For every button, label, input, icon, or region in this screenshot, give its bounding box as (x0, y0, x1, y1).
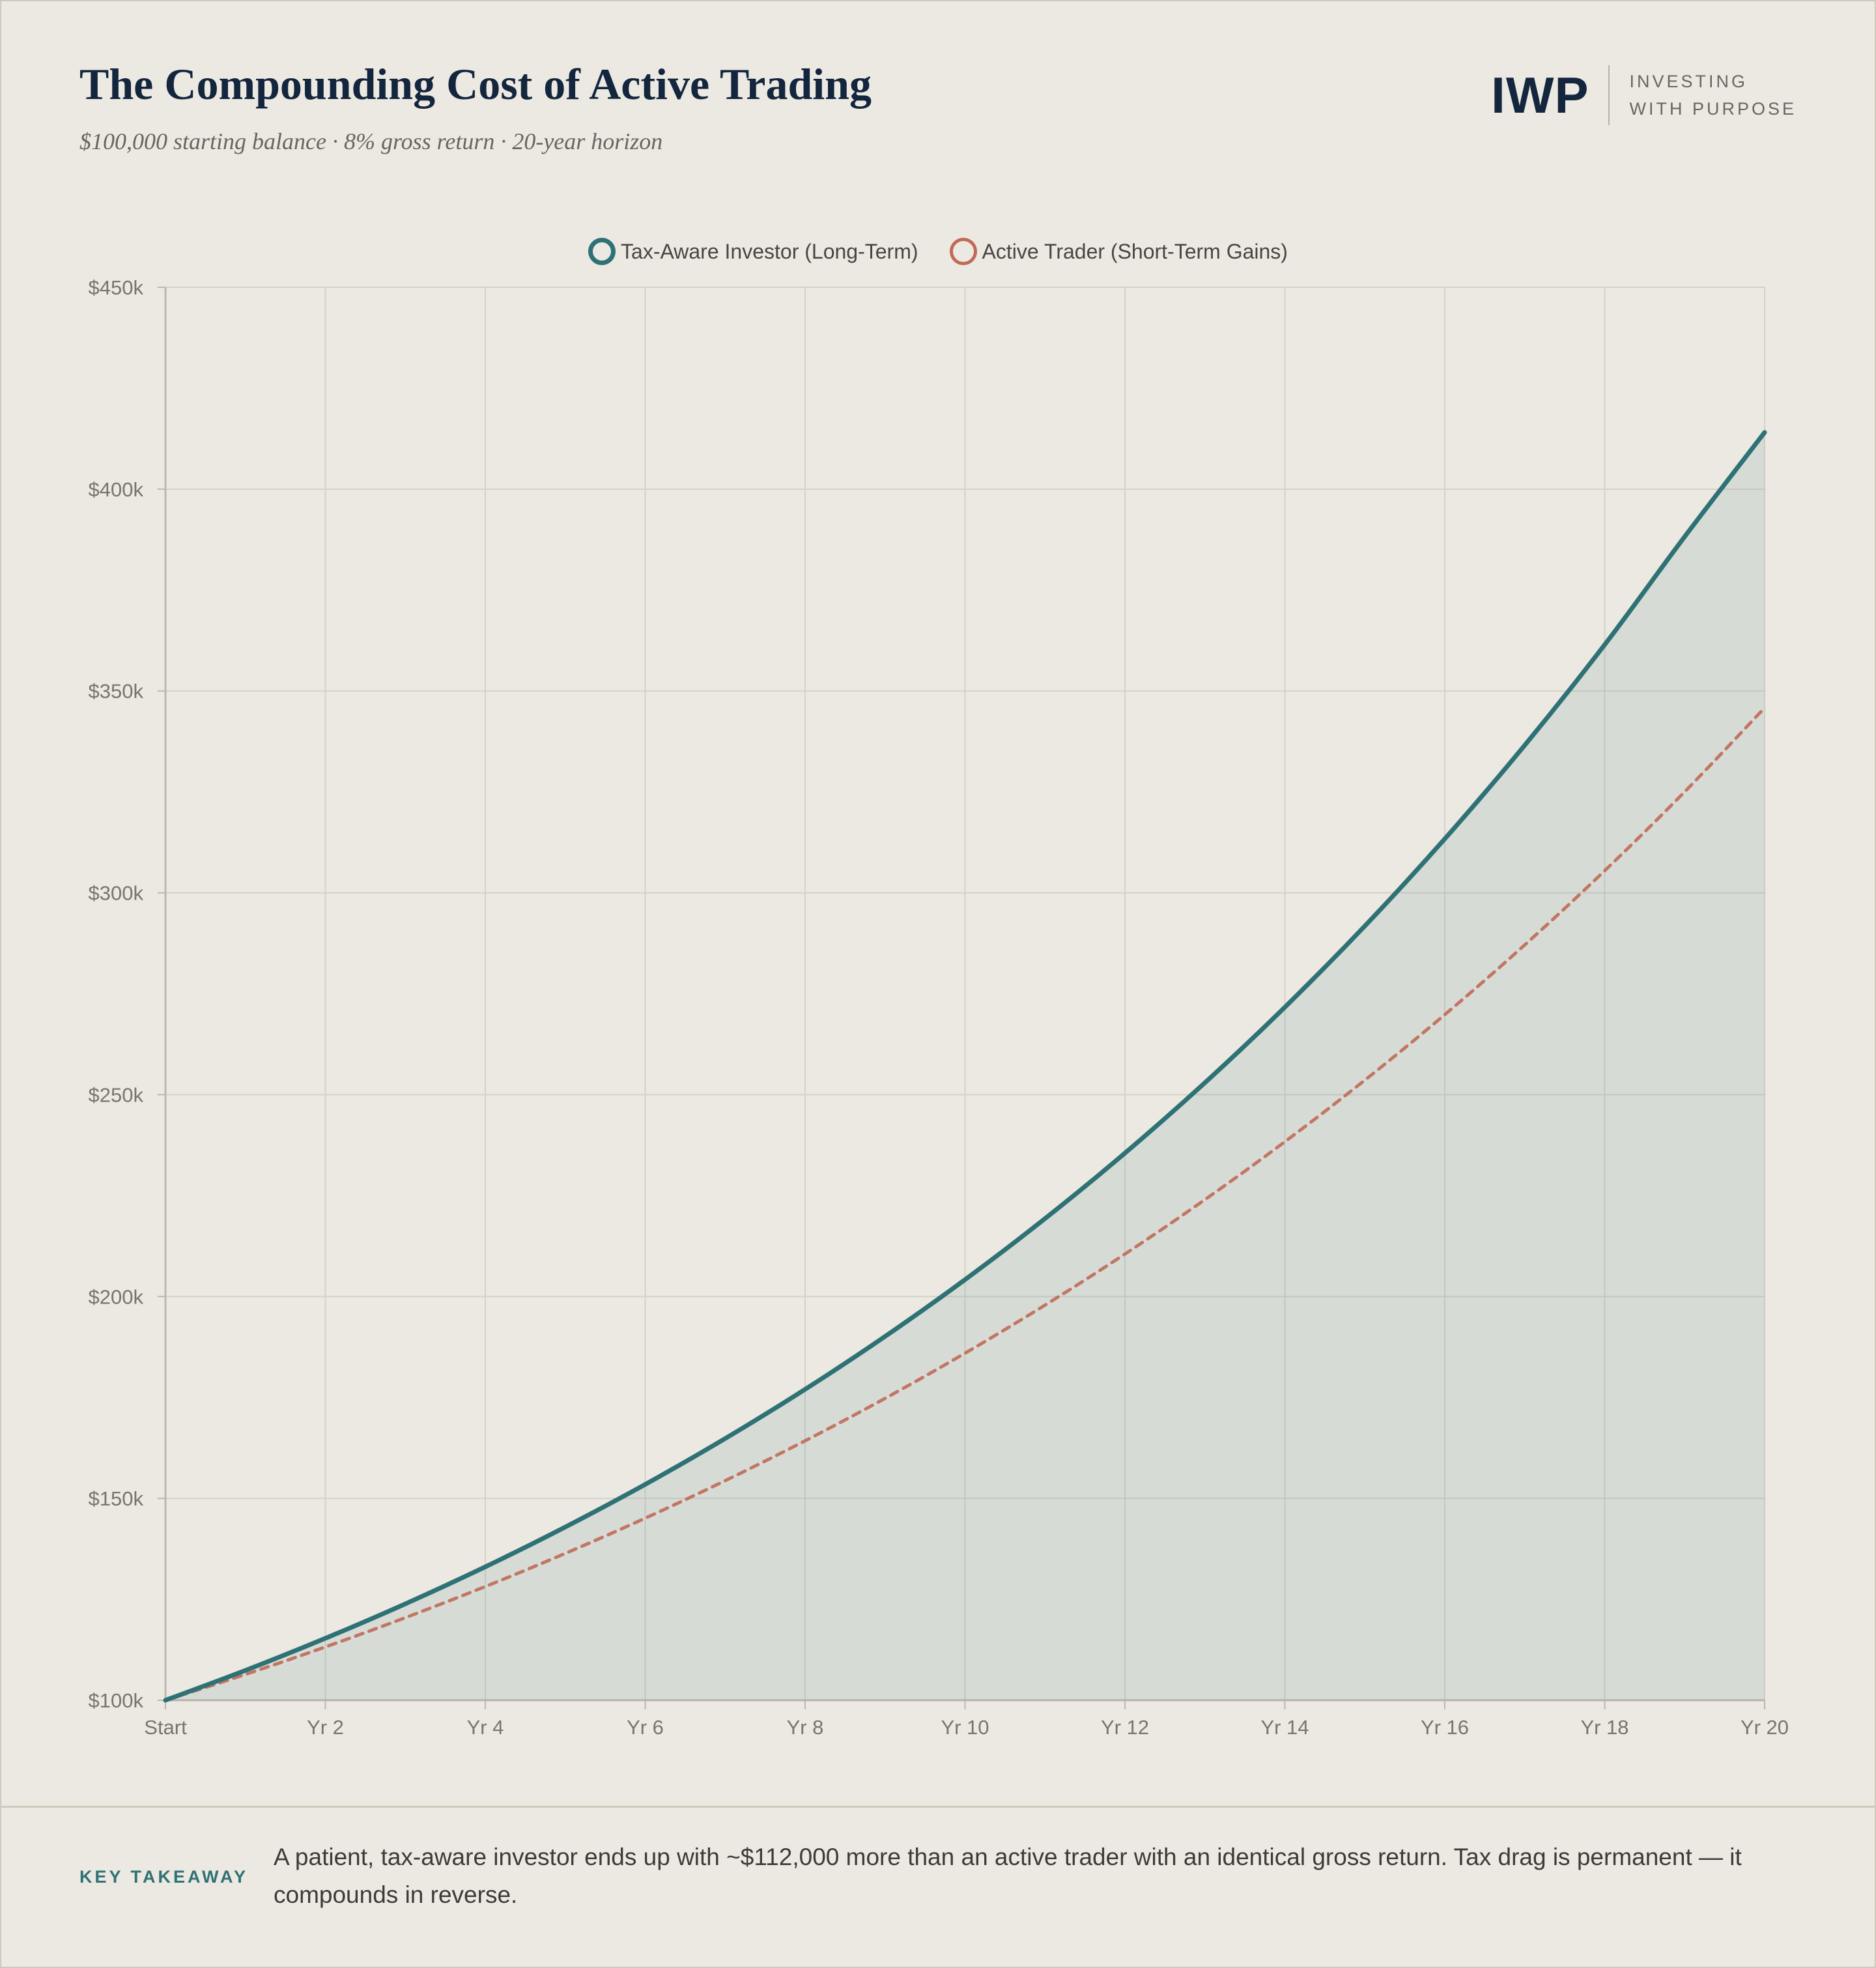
brand-logo: IWP INVESTING WITH PURPOSE (1491, 65, 1797, 125)
x-tick-label: Yr 6 (627, 1716, 664, 1739)
y-tick-label: $400k (89, 478, 144, 501)
line-chart: $100k $150k $200k $250k $300k $350k $400k $450k… (89, 276, 1789, 1739)
chart-legend: Tax-Aware Investor (Long-Term) Active Tr… (0, 238, 1876, 265)
brand-tagline-line2: WITH PURPOSE (1629, 99, 1797, 119)
footer-divider (0, 1806, 1876, 1808)
brand-divider (1608, 65, 1610, 125)
y-tick-label: $200k (89, 1285, 144, 1308)
x-tick-label: Yr 14 (1260, 1716, 1309, 1739)
x-tick-label: Start (144, 1716, 187, 1739)
y-tick-label: $100k (89, 1689, 144, 1712)
series-line-0 (163, 430, 1767, 1703)
legend-label-tax-aware: Tax-Aware Investor (Long-Term) (621, 239, 918, 263)
y-tick-label: $150k (89, 1487, 144, 1510)
legend-item-tax-aware: Tax-Aware Investor (Long-Term) (588, 238, 918, 265)
x-tick-label: Yr 2 (307, 1716, 344, 1739)
series-line-1 (163, 706, 1767, 1702)
x-tick-label: Yr 20 (1741, 1716, 1789, 1739)
brand-tagline: INVESTING WITH PURPOSE (1629, 68, 1797, 122)
y-tick-label: $250k (89, 1083, 144, 1106)
y-tick-label: $450k (89, 276, 144, 299)
page-title: The Compounding Cost of Active Trading (79, 59, 872, 109)
brand-tagline-line1: INVESTING (1629, 72, 1748, 91)
key-takeaway-label: KEY TAKEAWAY (79, 1867, 249, 1887)
chart-subtitle: $100,000 starting balance · 8% gross ret… (79, 128, 663, 154)
key-takeaway-text: A patient, tax-aware investor ends up wi… (274, 1844, 1742, 1908)
x-tick-label: Yr 4 (467, 1716, 504, 1739)
y-tick-label: $300k (89, 882, 144, 905)
brand-mark: IWP (1491, 66, 1589, 124)
legend-swatch-active-trader-icon (949, 238, 977, 265)
legend-label-active-trader: Active Trader (Short-Term Gains) (982, 239, 1288, 263)
x-tick-label: Yr 18 (1580, 1716, 1628, 1739)
x-tick-label: Yr 8 (787, 1716, 824, 1739)
x-tick-label: Yr 16 (1421, 1716, 1469, 1739)
y-tick-label: $350k (89, 680, 144, 703)
legend-swatch-tax-aware-icon (588, 238, 616, 265)
legend-item-active-trader: Active Trader (Short-Term Gains) (949, 238, 1288, 265)
series-area-0 (165, 432, 1765, 1700)
x-tick-label: Yr 10 (941, 1716, 989, 1739)
x-tick-label: Yr 12 (1101, 1716, 1149, 1739)
